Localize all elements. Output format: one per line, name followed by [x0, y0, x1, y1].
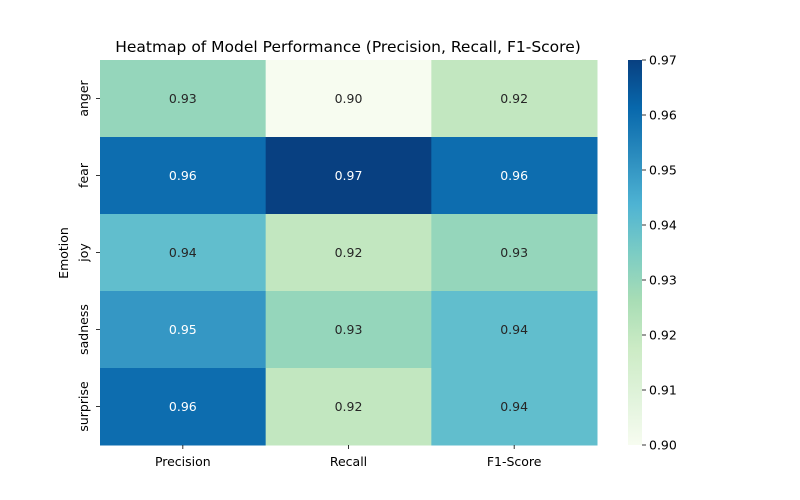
cell-value-label: 0.93 — [335, 322, 363, 337]
x-tick-label: Precision — [155, 454, 211, 469]
x-axis-ticks: Precision Recall F1-Score — [155, 445, 542, 469]
y-tick-label: sadness — [76, 304, 91, 355]
colorbar-tick-label: 0.91 — [649, 383, 677, 398]
heatmap-cell-labels: 0.93 0.90 0.92 0.96 0.97 0.96 0.94 0.92 0.93 0.95… — [169, 91, 528, 414]
heatmap-cell — [100, 291, 267, 369]
y-tick-label: joy — [76, 243, 91, 263]
y-tick-label: anger — [76, 79, 91, 116]
cell-value-label: 0.96 — [169, 168, 197, 183]
heatmap-cell — [431, 368, 598, 446]
cell-value-label: 0.94 — [169, 245, 197, 260]
x-tick-label: Recall — [330, 454, 367, 469]
cell-value-label: 0.92 — [335, 399, 363, 414]
cell-value-label: 0.96 — [500, 168, 528, 183]
cell-value-label: 0.92 — [500, 91, 528, 106]
colorbar-ticks: 0.90 0.91 0.92 0.93 0.94 0.95 0.96 0.97 — [642, 53, 677, 453]
colorbar-tick-label: 0.93 — [649, 273, 677, 288]
heatmap-cell — [265, 368, 432, 446]
colorbar-tick-label: 0.97 — [649, 53, 677, 68]
y-tick-label: surprise — [76, 381, 91, 432]
heatmap-cell — [265, 60, 432, 138]
heatmap-cell — [100, 60, 267, 138]
cell-value-label: 0.90 — [335, 91, 363, 106]
colorbar-tick-label: 0.94 — [649, 218, 677, 233]
colorbar-tick-label: 0.96 — [649, 108, 677, 123]
heatmap-cells — [100, 60, 598, 446]
y-axis-label: Emotion — [56, 227, 71, 279]
cell-value-label: 0.93 — [500, 245, 528, 260]
y-axis-ticks: anger fear joy sadness surprise — [76, 79, 100, 432]
cell-value-label: 0.92 — [335, 245, 363, 260]
cell-value-label: 0.96 — [169, 399, 197, 414]
heatmap-cell — [100, 368, 267, 446]
heatmap-cell — [265, 291, 432, 369]
heatmap-cell — [100, 214, 267, 292]
cell-value-label: 0.93 — [169, 91, 197, 106]
heatmap-cell — [431, 137, 598, 215]
heatmap-cell — [100, 137, 267, 215]
cell-value-label: 0.97 — [335, 168, 363, 183]
heatmap-cell — [265, 214, 432, 292]
colorbar-tick-label: 0.95 — [649, 163, 677, 178]
cell-value-label: 0.95 — [169, 322, 197, 337]
colorbar-tick-label: 0.92 — [649, 328, 677, 343]
heatmap-cell — [431, 60, 598, 138]
heatmap-cell — [431, 214, 598, 292]
x-tick-label: F1-Score — [487, 454, 542, 469]
cell-value-label: 0.94 — [500, 322, 528, 337]
colorbar — [628, 60, 642, 445]
chart-title: Heatmap of Model Performance (Precision,… — [115, 38, 581, 56]
colorbar-tick-label: 0.90 — [649, 438, 677, 453]
cell-value-label: 0.94 — [500, 399, 528, 414]
y-tick-label: fear — [76, 162, 91, 188]
heatmap-cell — [431, 291, 598, 369]
heatmap-cell — [265, 137, 432, 215]
